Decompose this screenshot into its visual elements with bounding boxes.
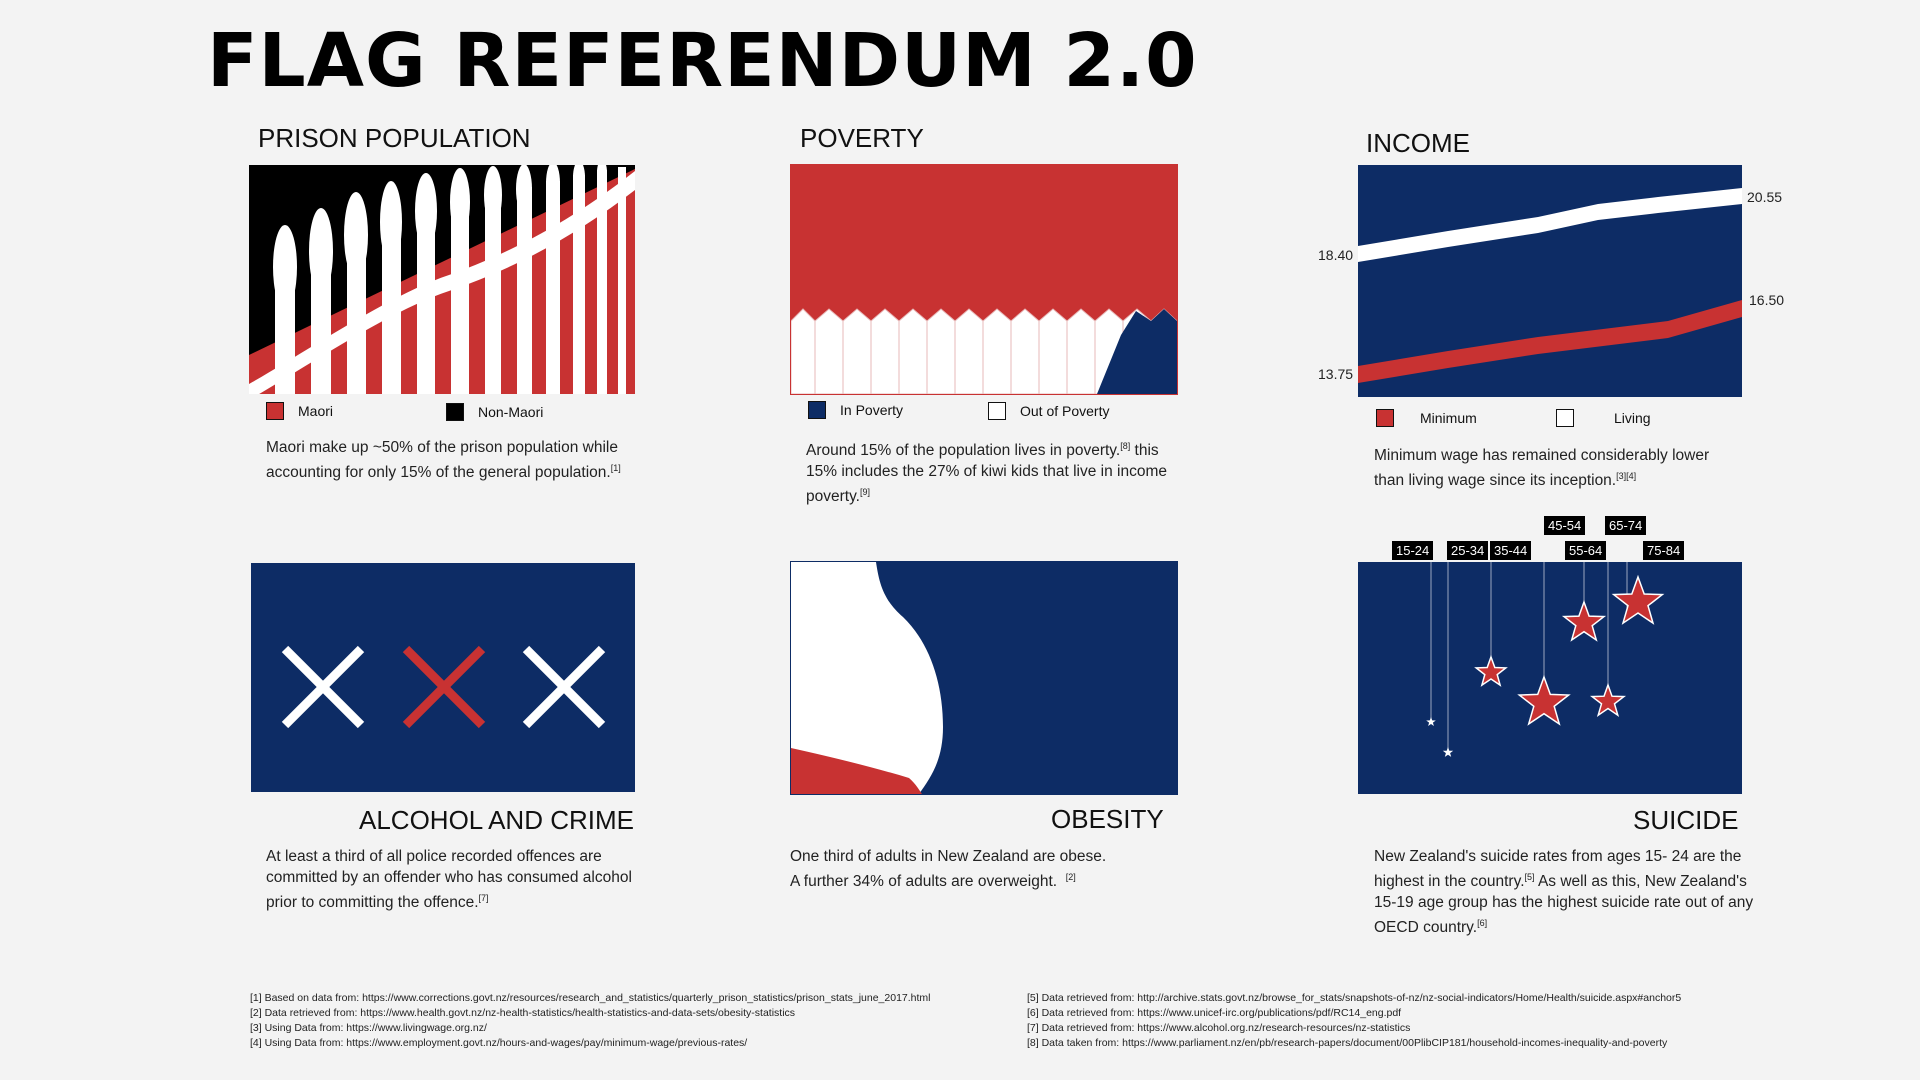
prison-ref[interactable]: [1] [610,463,621,473]
income-chart [1358,165,1742,397]
suicide-heading: SUICIDE [1633,805,1739,835]
alcohol-crosses-graphic [251,563,635,792]
prison-fence-graphic [249,165,635,394]
age-tag-25-34: 25-34 [1447,541,1489,560]
star-icon-25-34 [1442,747,1454,757]
cross-icon-3 [522,645,606,729]
prison-heading: PRISON POPULATION [258,123,531,153]
star-icon-45-54 [1517,674,1571,726]
poverty-fence-graphic [790,164,1178,395]
out-of-poverty-swatch [988,402,1006,420]
obesity-heading: OBESITY [1051,804,1164,834]
star-icon-75-84 [1611,574,1665,625]
age-tag-55-64: 55-64 [1565,541,1607,560]
poverty-ref-8[interactable]: [8] [1120,441,1131,451]
obesity-ref[interactable]: [2] [1065,872,1076,882]
in-poverty-label: In Poverty [840,402,904,418]
obesity-description: One third of adults in New Zealand are o… [790,848,1107,891]
minimum-swatch [1376,409,1394,427]
page-title: FLAG REFERENDUM 2.0 [207,18,1198,104]
obesity-silhouette-graphic [790,561,1178,795]
reference-item[interactable]: [8] Data taken from: https://www.parliam… [1027,1037,1668,1049]
minimum-label: Minimum [1420,410,1477,426]
suicide-ref-6[interactable]: [6] [1477,918,1488,929]
income-ref[interactable]: [3][4] [1616,471,1637,481]
reference-item[interactable]: [7] Data retrieved from: https://www.alc… [1027,1022,1411,1034]
cross-icon-2 [402,645,486,729]
income-legend-minimum: Minimum [1376,409,1477,427]
reference-item[interactable]: [2] Data retrieved from: https://www.hea… [250,1007,796,1019]
maori-swatch [266,402,284,420]
non-maori-label: Non-Maori [478,404,544,420]
suicide-stars-graphic [1358,562,1742,794]
reference-item[interactable]: [6] Data retrieved from: https://www.uni… [1027,1007,1402,1019]
reference-item[interactable]: [1] Based on data from: https://www.corr… [250,992,931,1004]
star-icon-65-74 [1589,682,1627,717]
reference-item[interactable]: [3] Using Data from: https://www.livingw… [250,1022,487,1034]
star-icon-15-24 [1426,717,1436,726]
living-swatch [1556,409,1574,427]
min-end-label: 16.50 [1749,292,1785,308]
reference-item[interactable]: [5] Data retrieved from: http://archive.… [1027,992,1682,1004]
age-tag-75-84: 75-84 [1643,541,1685,560]
living-start-label: 18.40 [1318,247,1354,263]
references-right: [5] Data retrieved from: http://archive.… [1027,991,1681,1051]
alcohol-heading: ALCOHOL AND CRIME [359,805,634,835]
income-legend-living: Living [1556,409,1651,427]
prison-legend-maori: Maori [266,402,333,420]
prison-legend-non-maori: Non-Maori [446,403,543,421]
prison-description: Maori make up ~50% of the prison populat… [266,439,621,482]
in-poverty-swatch [808,401,826,419]
age-tag-15-24: 15-24 [1392,541,1434,560]
poverty-legend-in: In Poverty [808,401,903,419]
income-description: Minimum wage has remained considerably l… [1374,447,1710,490]
cross-icon-1 [281,645,365,729]
alcohol-description: At least a third of all police recorded … [266,848,632,912]
out-of-poverty-label: Out of Poverty [1020,403,1110,419]
minimum-wage-line [1358,300,1742,383]
suicide-description: New Zealand's suicide rates from ages 15… [1374,848,1754,937]
age-tag-35-44: 35-44 [1490,541,1532,560]
poverty-ref-9[interactable]: [9] [860,487,871,498]
income-heading: INCOME [1366,128,1470,158]
living-label: Living [1614,410,1651,426]
reference-item[interactable]: [4] Using Data from: https://www.employm… [250,1037,748,1049]
age-tag-65-74: 65-74 [1605,516,1647,535]
star-icon-55-64 [1561,599,1607,642]
living-end-label: 20.55 [1747,189,1783,205]
references-left: [1] Based on data from: https://www.corr… [250,991,931,1051]
poverty-description: Around 15% of the population lives in po… [806,441,1167,506]
suicide-ref-5[interactable]: [5] [1524,872,1535,882]
living-wage-line [1358,188,1742,262]
age-tag-45-54: 45-54 [1544,516,1586,535]
maori-label: Maori [298,403,334,419]
star-icon-35-44 [1474,654,1508,687]
alcohol-ref[interactable]: [7] [478,893,489,903]
min-start-label: 13.75 [1318,366,1354,382]
non-maori-swatch [446,403,464,421]
poverty-legend-out: Out of Poverty [988,402,1109,420]
poverty-heading: POVERTY [800,123,924,153]
